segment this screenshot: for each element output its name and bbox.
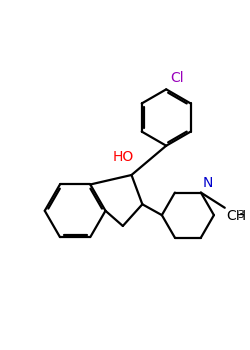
Text: HO: HO <box>112 150 134 164</box>
Text: Cl: Cl <box>170 71 184 85</box>
Text: CH: CH <box>226 209 246 223</box>
Text: 3: 3 <box>237 210 244 220</box>
Text: N: N <box>203 176 213 190</box>
